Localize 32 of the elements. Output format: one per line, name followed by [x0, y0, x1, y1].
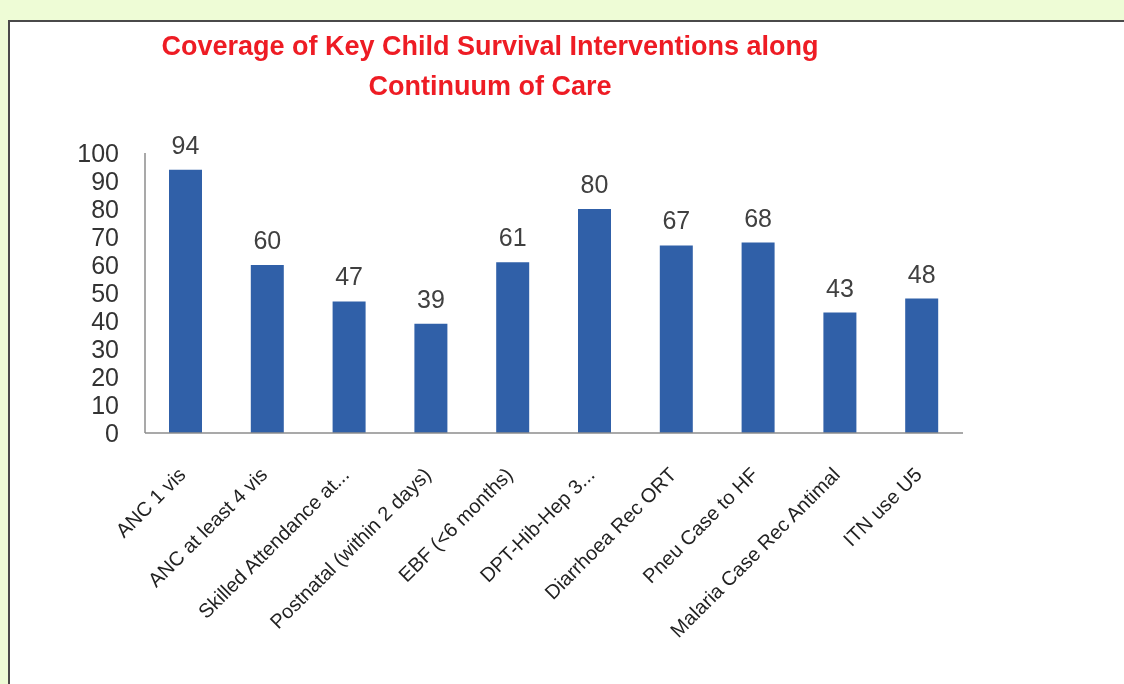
y-tick-label: 30	[91, 334, 119, 363]
data-label: 61	[498, 223, 527, 252]
y-tick-label: 90	[91, 166, 119, 195]
data-label: 48	[907, 259, 936, 288]
y-tick-label: 80	[91, 194, 119, 223]
bar	[250, 265, 284, 433]
y-tick-label: 70	[91, 222, 119, 251]
data-label: 47	[335, 262, 364, 291]
bar	[823, 312, 857, 433]
data-label: 39	[416, 284, 445, 313]
y-tick-label: 20	[91, 362, 119, 391]
data-label: 68	[744, 203, 773, 232]
bar	[905, 298, 939, 433]
bar	[578, 209, 611, 433]
bar	[659, 245, 693, 433]
bar	[741, 242, 775, 433]
bar	[496, 262, 530, 433]
bar	[414, 323, 448, 433]
data-label: 60	[253, 226, 282, 254]
y-tick-label: 10	[91, 390, 119, 419]
data-label: 67	[662, 206, 691, 235]
bar	[169, 169, 202, 433]
y-tick-label: 40	[91, 306, 119, 335]
data-label: 94	[171, 130, 200, 159]
data-label: 43	[825, 273, 854, 302]
y-tick-label: 0	[105, 418, 119, 447]
y-tick-label: 50	[91, 278, 119, 307]
chart-title: Coverage of Key Child Survival Interventions along Continuum of Care	[160, 30, 820, 103]
bar	[332, 301, 366, 433]
y-tick-label: 60	[91, 250, 119, 279]
data-label: 80	[580, 170, 609, 198]
y-tick-label: 100	[77, 138, 119, 167]
